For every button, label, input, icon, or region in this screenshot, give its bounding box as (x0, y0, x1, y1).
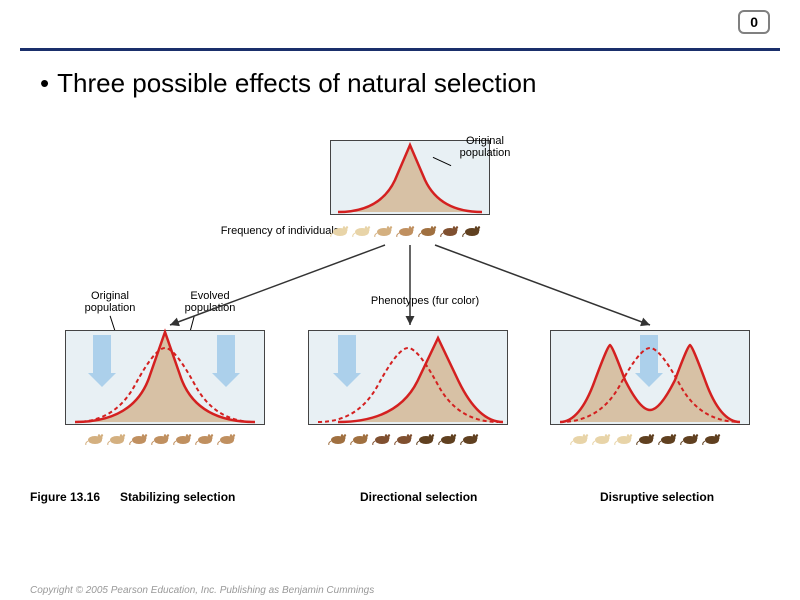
label-directional: Directional selection (360, 490, 477, 504)
mouse-icon (636, 431, 656, 445)
mouse-row (328, 431, 480, 445)
label-disruptive: Disruptive selection (600, 490, 714, 504)
mouse-icon (328, 431, 348, 445)
mouse-icon (680, 431, 700, 445)
mouse-row (570, 431, 722, 445)
header-divider (20, 48, 780, 51)
mouse-icon (372, 431, 392, 445)
mouse-icon (570, 431, 590, 445)
mouse-icon (416, 431, 436, 445)
title-text: Three possible effects of natural select… (57, 68, 536, 98)
figure-label: Figure 13.16 (30, 490, 100, 504)
mouse-icon (151, 431, 171, 445)
mouse-row (85, 431, 237, 445)
copyright-text: Copyright © 2005 Pearson Education, Inc.… (30, 585, 374, 596)
slide-title: • Three possible effects of natural selec… (40, 68, 536, 99)
mouse-icon (217, 431, 237, 445)
mouse-icon (350, 431, 370, 445)
diagram-area: Original population Frequency of individ… (0, 115, 800, 560)
bullet-icon: • (40, 68, 49, 98)
mouse-icon (85, 431, 105, 445)
mouse-icon (107, 431, 127, 445)
label-stabilizing: Stabilizing selection (120, 490, 235, 504)
page-number-badge: 0 (738, 10, 770, 34)
mouse-icon (658, 431, 678, 445)
mouse-icon (438, 431, 458, 445)
mouse-icon (195, 431, 215, 445)
mouse-icon (173, 431, 193, 445)
mouse-icon (614, 431, 634, 445)
selection-curves (308, 330, 508, 425)
mouse-icon (129, 431, 149, 445)
mouse-icon (394, 431, 414, 445)
mouse-icon (592, 431, 612, 445)
mouse-icon (460, 431, 480, 445)
selection-curves (550, 330, 750, 425)
selection-curves (65, 330, 265, 425)
mouse-icon (702, 431, 722, 445)
